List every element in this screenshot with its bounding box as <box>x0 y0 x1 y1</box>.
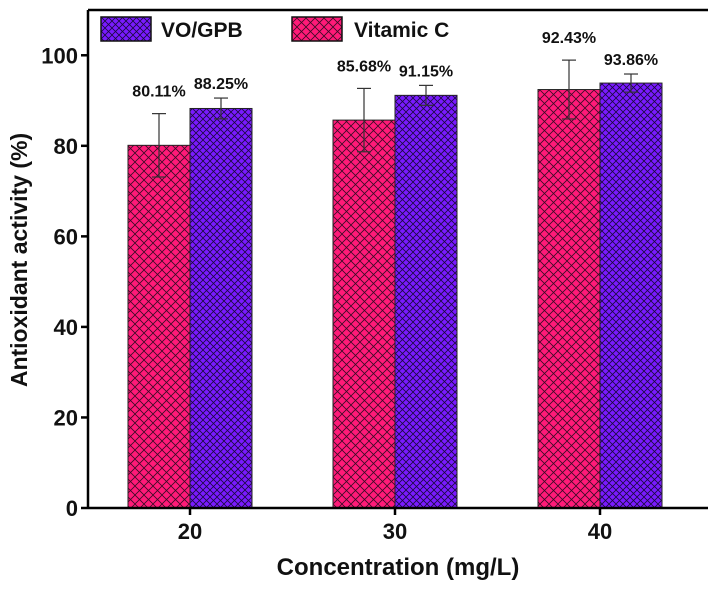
data-label: 91.15% <box>399 63 453 80</box>
x-axis-title: Concentration (mg/L) <box>277 554 520 581</box>
y-tick-label: 0 <box>66 496 78 521</box>
bar-vo-gpb-20 <box>189 107 253 509</box>
y-tick-label: 60 <box>54 224 78 249</box>
y-tick-label: 100 <box>41 43 78 68</box>
legend-swatch-vo-gpb <box>100 16 152 42</box>
legend-label-vo-gpb: VO/GPB <box>161 19 243 42</box>
bar-vitamic-c-40 <box>537 89 601 509</box>
x-tick-label: 40 <box>588 519 612 544</box>
bar-vitamic-c-30 <box>332 119 396 509</box>
legend-label-vitamic-c: Vitamic C <box>354 19 449 42</box>
data-label: 85.68% <box>337 58 391 75</box>
legend-swatch-vitamic-c <box>291 16 343 42</box>
x-tick-label: 20 <box>178 519 202 544</box>
data-label: 88.25% <box>194 76 248 93</box>
legend: VO/GPB Vitamic C <box>100 16 449 42</box>
y-tick-label: 40 <box>54 315 78 340</box>
x-tick-label: 30 <box>383 519 407 544</box>
bar-vitamic-c-20 <box>127 144 191 509</box>
y-axis-title: Antioxidant activity (%) <box>6 133 32 387</box>
y-tick-label: 80 <box>54 134 78 159</box>
bar-vo-gpb-30 <box>394 94 458 509</box>
bar-vo-gpb-40 <box>599 82 663 509</box>
y-tick-label: 20 <box>54 405 78 430</box>
data-label: 93.86% <box>604 52 658 69</box>
data-label: 80.11% <box>132 84 185 101</box>
data-label: 92.43% <box>542 30 596 47</box>
